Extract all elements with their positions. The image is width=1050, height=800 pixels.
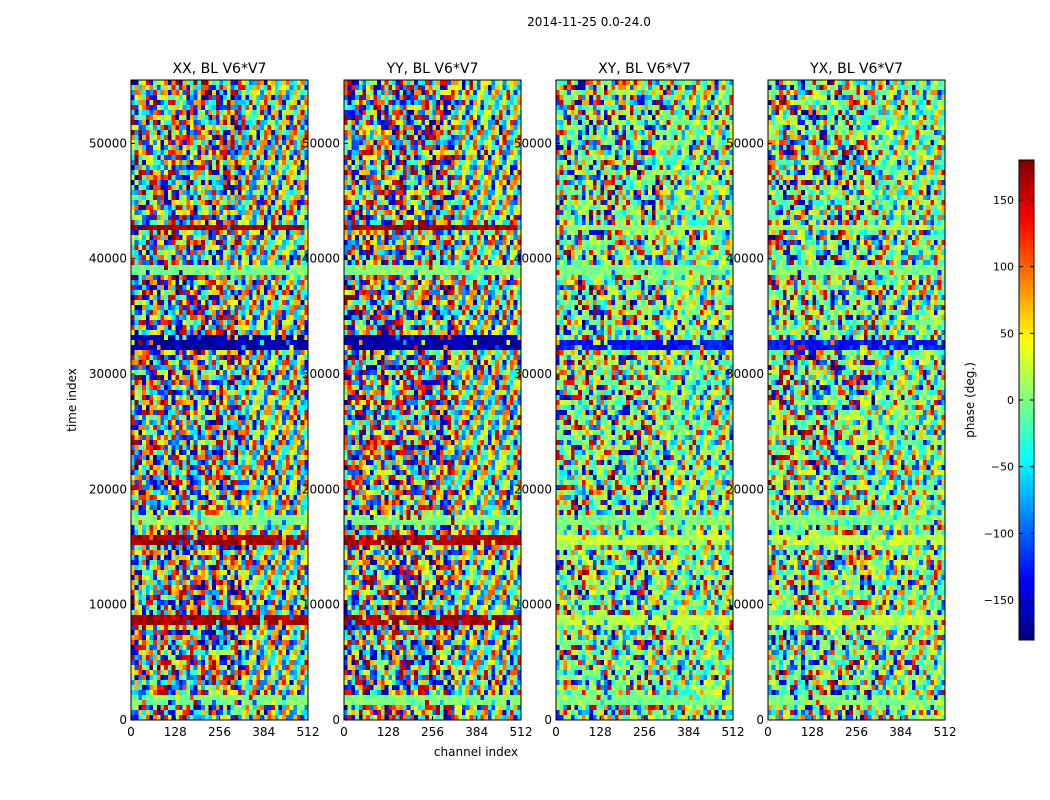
panel-yx: YX, BL V6*V7 0 128 256 384 512 0 10000 20000 3000… — [726, 61, 957, 739]
x-tick-label: 128 — [801, 725, 824, 739]
y-tick-label: 50000 — [514, 136, 552, 150]
y-tick-label: 10000 — [726, 598, 764, 612]
heatmap-image-xy — [556, 80, 733, 720]
x-tick-label: 384 — [465, 725, 488, 739]
x-tick-label: 0 — [552, 725, 560, 739]
x-tick-label: 512 — [722, 725, 745, 739]
x-tick-label: 256 — [421, 725, 444, 739]
y-tick-label: 40000 — [726, 252, 764, 266]
y-tick-label: 50000 — [302, 136, 340, 150]
panel-title: YX, BL V6*V7 — [809, 61, 903, 77]
y-tick-label: 10000 — [89, 598, 127, 612]
panel-title: YY, BL V6*V7 — [386, 61, 479, 77]
x-tick-label: 128 — [589, 725, 612, 739]
x-tick-label: 256 — [845, 725, 868, 739]
x-tick-label: 512 — [934, 725, 957, 739]
panel-yy: YY, BL V6*V7 0 128 256 384 512 0 10000 20000 3000… — [302, 61, 533, 739]
colorbar-tick-label: 150 — [993, 194, 1014, 207]
y-tick-label: 40000 — [514, 252, 552, 266]
x-tick-label: 384 — [889, 725, 912, 739]
y-tick-label: 30000 — [89, 367, 127, 381]
y-axis-label: time index — [65, 368, 79, 432]
x-tick-label: 384 — [252, 725, 275, 739]
y-tick-label: 20000 — [89, 482, 127, 496]
y-tick-label: 50000 — [726, 136, 764, 150]
colorbar-tick-label: −150 — [984, 594, 1014, 607]
x-tick-label: 256 — [633, 725, 656, 739]
y-tick-label: 20000 — [514, 482, 552, 496]
x-tick-label: 512 — [510, 725, 533, 739]
y-tick-label: 40000 — [302, 252, 340, 266]
colorbar-tick-label: 50 — [1000, 327, 1014, 340]
x-tick-label: 512 — [297, 725, 320, 739]
x-tick-label: 128 — [377, 725, 400, 739]
colorbar-label: phase (deg.) — [963, 362, 977, 438]
y-tick-label: 30000 — [514, 367, 552, 381]
panel-xy: XY, BL V6*V7 0 128 256 384 512 0 10000 20000 3000… — [514, 61, 745, 739]
x-tick-label: 384 — [677, 725, 700, 739]
panel-title: XY, BL V6*V7 — [598, 61, 691, 77]
y-tick-label: 50000 — [89, 136, 127, 150]
heatmap-image-yy — [344, 80, 521, 720]
y-tick-label: 10000 — [302, 598, 340, 612]
figure-title: 2014-11-25 0.0-24.0 — [527, 15, 651, 29]
x-tick-label: 0 — [764, 725, 772, 739]
colorbar: 150 100 50 0 −50 −100 −150 — [984, 159, 1035, 641]
y-tick-label: 0 — [332, 713, 340, 727]
x-tick-label: 0 — [340, 725, 348, 739]
x-tick-label: 256 — [208, 725, 231, 739]
y-tick-label: 30000 — [726, 367, 764, 381]
x-axis-label: channel index — [434, 745, 518, 759]
y-tick-label: 40000 — [89, 252, 127, 266]
panel-title: XX, BL V6*V7 — [173, 61, 267, 77]
colorbar-tick-label: 100 — [993, 261, 1014, 274]
panels: XX, BL V6*V7 0 128 256 384 512 0 10000 20000 3000… — [89, 61, 957, 739]
y-tick-label: 0 — [119, 713, 127, 727]
y-tick-label: 10000 — [514, 598, 552, 612]
colorbar-tick-label: 0 — [1007, 394, 1014, 407]
y-tick-label: 0 — [756, 713, 764, 727]
colorbar-tick-label: −50 — [991, 461, 1014, 474]
x-tick-label: 0 — [127, 725, 135, 739]
y-tick-label: 20000 — [726, 482, 764, 496]
y-tick-label: 30000 — [302, 367, 340, 381]
y-tick-label: 20000 — [302, 482, 340, 496]
colorbar-tick-label: −100 — [984, 527, 1014, 540]
heatmap-image-yx — [768, 80, 945, 720]
x-tick-label: 128 — [164, 725, 187, 739]
panel-xx: XX, BL V6*V7 0 128 256 384 512 0 10000 20000 3000… — [89, 61, 320, 739]
y-tick-label: 0 — [544, 713, 552, 727]
heatmap-image-xx — [131, 80, 308, 720]
